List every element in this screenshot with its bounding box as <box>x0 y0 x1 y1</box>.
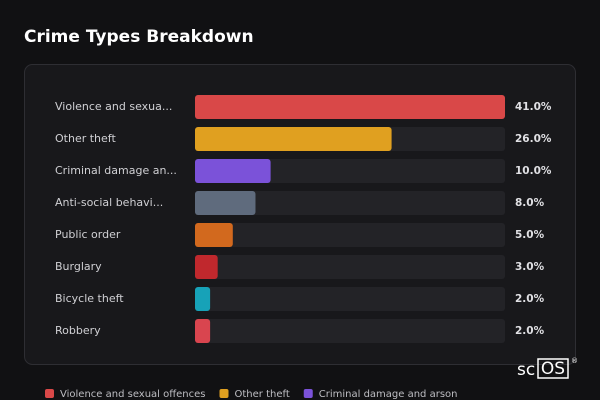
bar <box>195 191 256 215</box>
bar-track <box>195 191 505 215</box>
bar-track <box>195 319 505 343</box>
bar <box>195 127 392 151</box>
category-label: Robbery <box>55 324 101 337</box>
value-label: 10.0% <box>515 165 552 177</box>
category-label: Other theft <box>55 132 116 145</box>
chart-title: Crime Types Breakdown <box>24 27 254 47</box>
bar <box>195 287 211 311</box>
legend-label: Criminal damage and arson <box>319 389 458 400</box>
category-label: Burglary <box>55 260 102 273</box>
legend-swatch <box>303 389 313 398</box>
logo-mark: ® <box>571 357 578 365</box>
bar-track <box>195 255 505 279</box>
legend-swatch <box>45 389 54 398</box>
category-label: Bicycle theft <box>55 292 124 305</box>
bar <box>195 255 218 279</box>
category-label: Violence and sexua... <box>55 100 172 113</box>
logo-prefix: sc <box>517 360 535 380</box>
value-label: 2.0% <box>515 325 545 337</box>
bar <box>195 95 505 119</box>
value-label: 41.0% <box>515 101 552 113</box>
value-label: 5.0% <box>515 229 545 241</box>
value-label: 2.0% <box>515 293 545 305</box>
bar-track <box>195 223 505 247</box>
logo-box <box>537 358 569 379</box>
value-label: 8.0% <box>515 197 545 209</box>
legend-swatch <box>219 389 229 398</box>
bar-track <box>195 159 505 183</box>
category-label: Public order <box>55 228 121 241</box>
bar <box>195 319 211 343</box>
category-label: Anti-social behavi... <box>55 196 163 209</box>
legend-label: Other theft <box>235 389 290 400</box>
bar-track <box>195 287 505 311</box>
bar <box>195 223 233 247</box>
legend-label: Violence and sexual offences <box>60 389 206 400</box>
category-label: Criminal damage an... <box>55 164 177 177</box>
value-label: 3.0% <box>515 261 545 273</box>
bar <box>195 159 271 183</box>
logo-boxed: OS <box>541 359 565 379</box>
value-label: 26.0% <box>515 133 552 145</box>
